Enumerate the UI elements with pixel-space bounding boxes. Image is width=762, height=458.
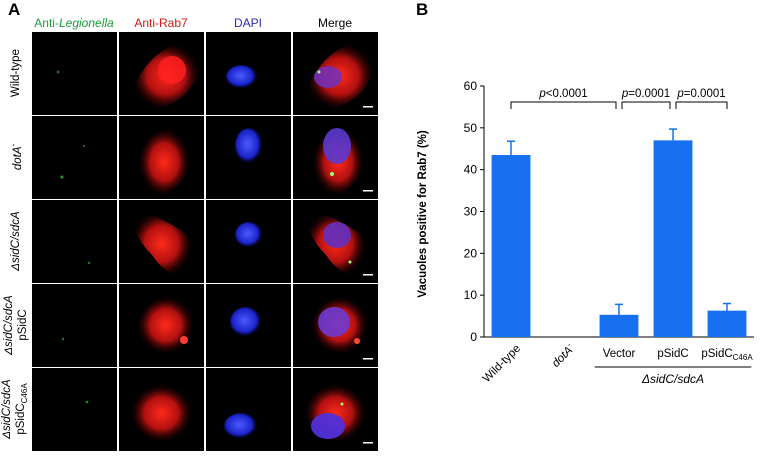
x-tick-label: Wild-type xyxy=(481,343,523,385)
chart-bars xyxy=(491,128,747,337)
bar xyxy=(707,310,747,337)
micrograph-row-4 xyxy=(32,284,378,367)
chart-x-labels: Wild-type dotA- Vector pSidC pSidCC46A xyxy=(481,340,754,385)
micrograph-row-3 xyxy=(32,200,378,283)
group-text: ΔsidC/sdcA xyxy=(641,372,704,386)
micrograph-grid xyxy=(32,32,382,452)
row-label-line1: Wild-type xyxy=(10,49,22,97)
comparison-bracket xyxy=(510,101,617,109)
row-label-dota: dotA- xyxy=(7,116,25,199)
row-label-sidc-sdca: ΔsidC/sdcA xyxy=(9,200,23,283)
y-tick-label: 60 xyxy=(464,79,478,93)
column-header-dapi: DAPI xyxy=(233,16,262,30)
p-value-label: p=0.0001 xyxy=(676,88,725,100)
y-tick-label: 10 xyxy=(464,288,478,302)
p-value-label: p=0.0001 xyxy=(621,88,670,100)
y-tick-label: 40 xyxy=(464,163,478,177)
row-label-wild-type: Wild-type xyxy=(9,32,23,115)
column-header-merge: Merge xyxy=(317,16,352,30)
column-header-italic: Legionella xyxy=(58,16,114,30)
comparison-bracket xyxy=(675,101,728,109)
chart-comparisons: p<0.0001 p=0.0001 p=0.0001 xyxy=(510,88,728,109)
panel-a-letter: A xyxy=(8,0,21,19)
x-tick-label: dotA- xyxy=(548,340,577,369)
chart-group-label: ΔsidC/sdcA xyxy=(594,366,752,386)
y-tick-label: 20 xyxy=(464,246,478,260)
x-tick-label: Vector xyxy=(603,348,636,360)
bar-chart: Vacuoles positive for Rab7 (%) 0 10 20 30 40… xyxy=(417,79,754,386)
row-labels: Wild-type dotA- ΔsidC/sdcA ΔsidC/sdcA pS… xyxy=(0,32,32,452)
row-label-line1: dotA xyxy=(11,146,24,171)
y-tick-label: 30 xyxy=(464,205,478,219)
x-tick-label: pSidCC46A xyxy=(701,348,753,362)
row-label-line1: ΔsidC/sdcA xyxy=(0,379,13,439)
micrograph-row-1 xyxy=(32,32,378,115)
row-label-sup: - xyxy=(9,143,19,147)
row-label-sidc-sdca-psidc-c46a: ΔsidC/sdcA pSidCC46A xyxy=(0,368,32,451)
p-value-label: p<0.0001 xyxy=(538,88,587,100)
column-headers: Anti-Legionella Anti-Rab7 DAPI Merge xyxy=(32,16,382,32)
row-label-line1: ΔsidC/sdcA xyxy=(10,211,22,271)
bar xyxy=(599,314,639,337)
x-tick-label: pSidC xyxy=(657,348,688,360)
column-header-rab7: Anti-Rab7 xyxy=(134,16,188,30)
micrograph-svg xyxy=(32,32,378,451)
y-tick-label: 0 xyxy=(470,330,477,344)
bar xyxy=(491,155,531,337)
panel-b-letter: B xyxy=(416,0,429,19)
row-label-sidc-sdca-psidc: ΔsidC/sdcA pSidC xyxy=(2,284,30,367)
y-tick-label: 50 xyxy=(464,121,478,135)
row-label-line1: ΔsidC/sdcA xyxy=(3,295,15,355)
bar xyxy=(653,140,693,337)
row-label-line2: pSidC xyxy=(17,309,29,341)
column-header-prefix: Anti- xyxy=(34,16,59,30)
row-label-sub: C46A xyxy=(20,383,30,404)
micrograph-row-2 xyxy=(32,116,378,199)
column-header-legionella: Anti-Legionella xyxy=(32,16,116,30)
y-axis-label: Vacuoles positive for Rab7 (%) xyxy=(417,130,429,298)
micrograph-row-5 xyxy=(32,368,378,451)
row-label-line2: pSidC xyxy=(14,403,27,435)
comparison-bracket xyxy=(621,101,671,109)
micrograph-legionella xyxy=(32,32,117,115)
